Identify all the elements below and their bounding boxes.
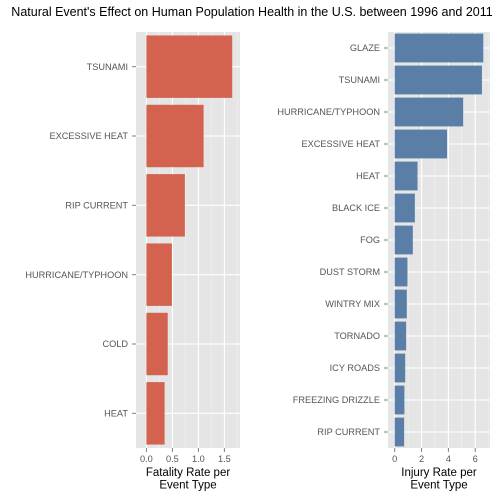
injury-category-label: FREEZING DRIZZLE — [293, 395, 380, 405]
fatality-x-tick-label: 1.5 — [218, 454, 231, 464]
injury-bar — [395, 386, 405, 415]
fatality-bar — [146, 382, 164, 444]
injury-x-tick-label: 2 — [419, 454, 424, 464]
injury-bar — [395, 258, 408, 287]
injury-bar — [395, 194, 415, 223]
fatality-category-label: RIP CURRENT — [65, 201, 128, 211]
fatality-bar — [146, 243, 171, 305]
fatality-x-tick-label: 1.0 — [192, 454, 205, 464]
injury-bar — [395, 322, 406, 351]
fatality-chart: TSUNAMI EXCESSIVE HEAT RIP CURRENT HURRICAN… — [25, 32, 240, 492]
injury-category-label: GLAZE — [350, 43, 380, 53]
fatality-x-axis-label: Fatality Rate per Event Type — [146, 467, 231, 492]
fatality-category-label: TSUNAMI — [87, 62, 128, 72]
fatality-bar — [146, 174, 184, 236]
injury-category-label: HEAT — [356, 171, 380, 181]
fatality-bar — [146, 35, 232, 97]
injury-bar — [395, 162, 418, 191]
injury-category-label: BLACK ICE — [332, 203, 380, 213]
fatality-bar — [146, 105, 203, 167]
injury-category-label: DUST STORM — [320, 267, 380, 277]
injury-category-label: FOG — [360, 235, 380, 245]
fatality-category-label: EXCESSIVE HEAT — [50, 131, 129, 141]
injury-chart: GLAZE TSUNAMI HURRICANE/TYPHOON EXCESSIVE H… — [277, 32, 490, 492]
chart-title: Natural Event's Effect on Human Populati… — [11, 5, 492, 19]
injury-x-tick-label: 0 — [392, 454, 397, 464]
injury-bar — [395, 226, 413, 255]
fatality-x-tick-label: 0.5 — [166, 454, 179, 464]
fatality-bar — [146, 313, 167, 375]
fatality-category-label: COLD — [102, 339, 128, 349]
injury-bar — [395, 418, 404, 447]
injury-x-tick-label: 4 — [446, 454, 451, 464]
injury-x-tick-label: 6 — [473, 454, 478, 464]
injury-x-axis-label: Injury Rate per Event Type — [401, 467, 477, 492]
injury-category-label: EXCESSIVE HEAT — [302, 139, 381, 149]
injury-category-label: HURRICANE/TYPHOON — [277, 107, 380, 117]
injury-category-label: WINTRY MIX — [325, 299, 380, 309]
injury-bar — [395, 130, 447, 159]
fatality-category-label: HEAT — [104, 409, 128, 419]
injury-bar — [395, 66, 482, 95]
injury-category-label: ICY ROADS — [330, 363, 380, 373]
injury-bar — [395, 290, 407, 319]
injury-bar — [395, 354, 405, 383]
injury-bar — [395, 98, 463, 127]
fatality-category-label: HURRICANE/TYPHOON — [25, 270, 128, 280]
injury-category-label: TORNADO — [334, 331, 380, 341]
injury-bar — [395, 34, 484, 63]
injury-category-label: TSUNAMI — [339, 75, 380, 85]
fatality-x-tick-label: 0.0 — [140, 454, 153, 464]
injury-category-label: RIP CURRENT — [317, 427, 380, 437]
